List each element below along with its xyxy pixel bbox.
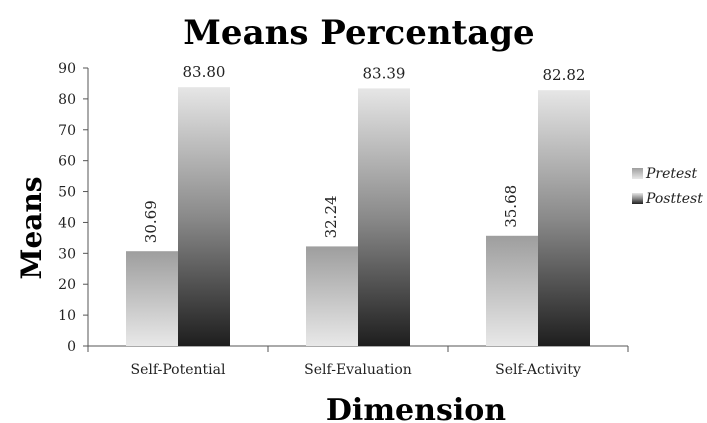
x-category-label: Self-Activity: [495, 362, 581, 378]
bars: [126, 87, 590, 347]
data-labels: 30.69 83.80 32.24 83.39 35.68 82.82: [142, 63, 585, 243]
y-tick-label: 10: [58, 308, 76, 324]
y-tick-label: 20: [58, 277, 76, 293]
chart-title: Means Percentage: [183, 13, 534, 53]
data-label-posttest: 82.82: [543, 66, 586, 84]
legend: Pretest Posttest: [632, 166, 703, 207]
bar-pretest: [306, 246, 358, 346]
legend-swatch-posttest: [632, 193, 643, 204]
y-axis-title: Means: [15, 176, 48, 279]
x-axis-title: Dimension: [326, 393, 506, 423]
x-category-label: Self-Potential: [131, 362, 226, 378]
data-label-pretest: 35.68: [502, 185, 520, 228]
y-tick-label: 80: [58, 92, 76, 108]
data-label-posttest: 83.80: [183, 63, 226, 81]
bar-pretest: [126, 251, 178, 346]
x-category-label: Self-Evaluation: [304, 362, 412, 378]
data-label-posttest: 83.39: [363, 64, 406, 82]
y-tick-label: 70: [58, 123, 76, 139]
bar-posttest: [178, 87, 230, 346]
legend-swatch-pretest: [632, 168, 643, 179]
data-label-pretest: 30.69: [142, 200, 160, 243]
bar-posttest: [358, 88, 410, 347]
y-tick-label: 60: [58, 154, 76, 170]
legend-label-pretest: Pretest: [645, 166, 697, 182]
y-tick-label: 90: [58, 61, 76, 77]
bar-posttest: [538, 90, 590, 346]
data-label-pretest: 32.24: [322, 195, 340, 238]
bar-pretest: [486, 235, 538, 346]
y-tick-label: 30: [58, 246, 76, 262]
y-tick-label: 40: [58, 215, 76, 231]
y-tick-label: 50: [58, 185, 76, 201]
y-tick-label: 0: [67, 339, 76, 355]
legend-label-posttest: Posttest: [645, 191, 703, 207]
